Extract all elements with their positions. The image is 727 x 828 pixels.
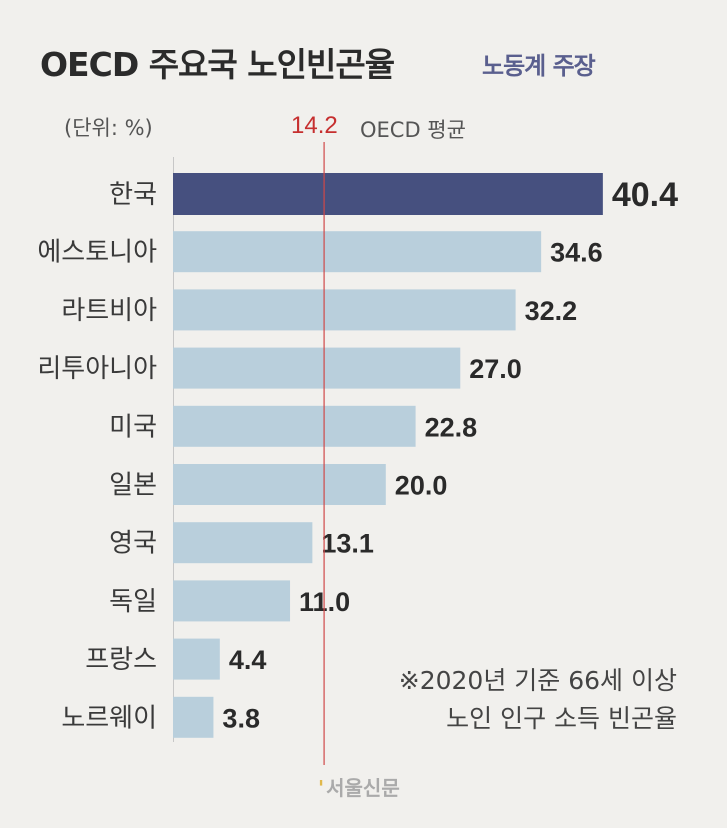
chart-title: OECD 주요국 노인빈곤율 [40,45,395,84]
average-value-label: 14.2 [291,112,338,139]
bar-2 [173,289,516,331]
value-label-9: 3.8 [222,703,260,733]
bar-5 [173,464,386,505]
bar-8 [173,638,220,680]
value-label-0: 40.4 [612,176,678,214]
value-label-8: 4.4 [229,645,267,675]
footnote-line-1: ※2020년 기준 66세 이상 [398,666,677,695]
bar-9 [173,696,214,738]
bar-1 [173,231,542,273]
category-label-8: 프랑스 [85,645,157,675]
category-label-7: 독일 [109,587,157,617]
average-label: OECD 평균 [360,118,466,142]
footnote-line-2: 노인 인구 소득 빈곤율 [446,704,677,733]
category-label-6: 영국 [109,529,157,559]
publisher-credit: 서울신문 [318,772,400,801]
bar-6 [173,522,313,564]
value-label-4: 22.8 [425,412,478,442]
category-label-0: 한국 [109,180,157,210]
value-label-6: 13.1 [321,529,374,559]
category-label-4: 미국 [109,412,157,442]
category-label-1: 에스토니아 [37,238,157,268]
unit-label: (단위: %) [64,116,153,140]
category-label-2: 라트비아 [61,296,157,326]
value-label-2: 32.2 [525,296,578,326]
category-label-5: 일본 [109,471,157,501]
value-label-1: 34.6 [550,238,603,268]
value-label-3: 27.0 [469,354,522,384]
chart-subtitle: 노동계 주장 [482,52,596,80]
bar-0 [173,173,603,215]
bar-7 [173,580,291,622]
bar-4 [173,405,416,447]
value-label-5: 20.0 [395,471,448,501]
category-label-9: 노르웨이 [61,703,157,733]
footnote: ※2020년 기준 66세 이상 노인 인구 소득 빈곤율 [399,662,677,738]
bar-3 [173,347,461,389]
category-label-3: 리투아니아 [37,354,157,384]
